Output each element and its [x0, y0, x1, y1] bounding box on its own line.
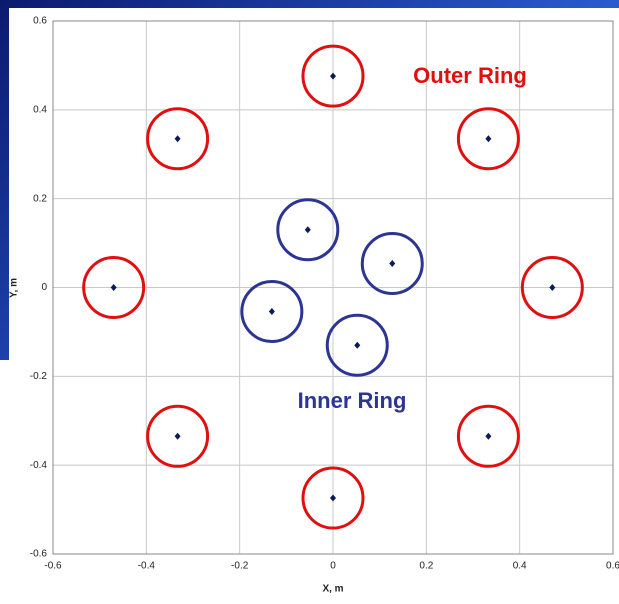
x-tick-label: 0 — [330, 561, 336, 572]
x-tick-label: 0.2 — [419, 561, 433, 572]
y-tick-label: 0 — [41, 282, 47, 293]
chart-background — [0, 360, 10, 604]
x-tick-label: -0.4 — [138, 561, 156, 572]
y-tick-label: 0.6 — [33, 16, 47, 27]
x-tick-label: -0.2 — [231, 561, 249, 572]
x-tick-label: -0.6 — [44, 561, 62, 572]
y-tick-label: 0.2 — [33, 193, 47, 204]
y-tick-label: -0.2 — [30, 371, 48, 382]
y-tick-label: 0.4 — [33, 104, 47, 115]
x-tick-label: 0.4 — [513, 561, 527, 572]
x-tick-label: 0.6 — [606, 561, 619, 572]
y-tick-label: -0.6 — [30, 549, 48, 560]
ring-label: Outer Ring — [413, 63, 527, 88]
ring-label: Inner Ring — [298, 388, 407, 413]
y-axis-label: Y, m — [9, 278, 20, 298]
y-tick-label: -0.4 — [30, 460, 48, 471]
chart: X, m Y, m -0.6 -0.4 -0.2 0 0.2 0.4 0.6 -0.6 -0.4… — [0, 0, 619, 604]
x-axis-label: X, m — [322, 584, 343, 595]
